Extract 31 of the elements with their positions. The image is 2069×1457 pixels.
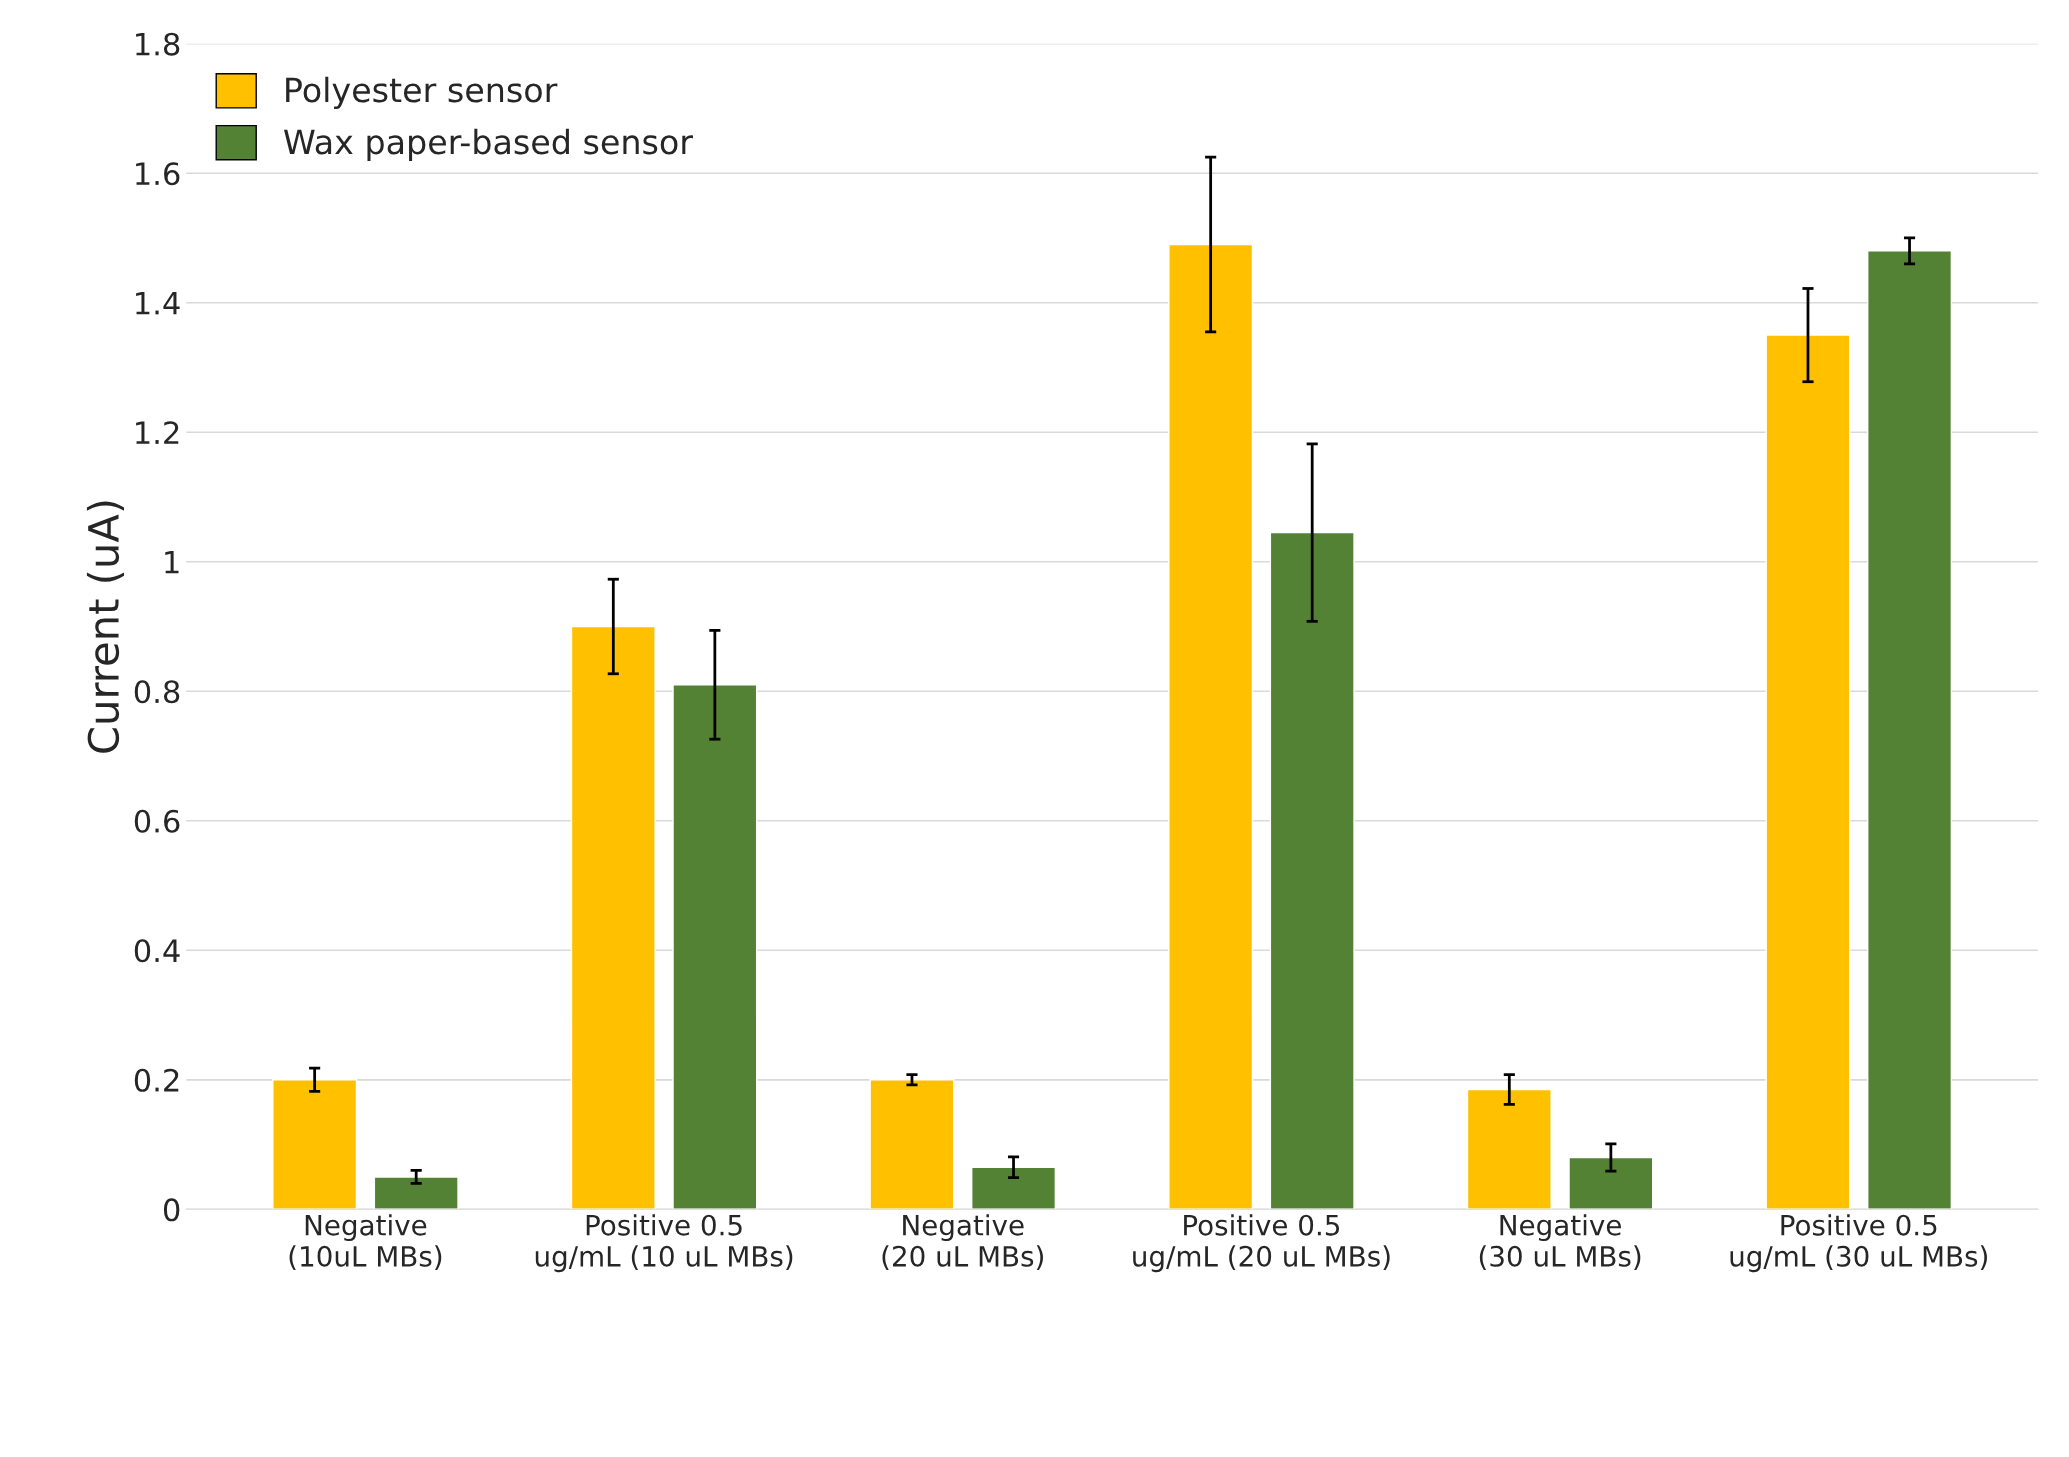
y-tick-label: 1.4: [136, 292, 180, 315]
y-tick-label: 1: [165, 551, 179, 574]
x-tick-label: Positive 0.5 ug/mL (10 uL MBs): [535, 1214, 793, 1273]
x-tick-label: Negative (20 uL MBs): [882, 1214, 1043, 1271]
bar: [971, 1166, 1057, 1210]
bar: [373, 1176, 459, 1210]
bar: [672, 684, 758, 1210]
bar: [1168, 243, 1254, 1210]
y-tick-label: 0.6: [134, 809, 180, 833]
bar: [1269, 531, 1355, 1210]
y-tick-label: 1.8: [136, 32, 180, 56]
y-tick-label: 0.4: [134, 939, 180, 963]
x-tick-label: Negative (10uL MBs): [289, 1214, 442, 1271]
bar: [869, 1079, 955, 1210]
y-tick-label: 0.2: [134, 1068, 179, 1092]
bar: [1568, 1156, 1654, 1210]
bar: [1867, 250, 1953, 1210]
bar: [570, 625, 656, 1210]
y-tick-label: 0: [163, 1198, 180, 1222]
x-tick-label: Positive 0.5 ug/mL (30 uL MBs): [1730, 1214, 1987, 1273]
bar: [272, 1079, 358, 1210]
legend-label: Wax paper-based sensor: [283, 128, 693, 161]
x-tick-label: Negative (30 uL MBs): [1479, 1214, 1641, 1271]
y-axis-title: Current (uA): [86, 501, 125, 753]
legend-label: Polyester sensor: [286, 76, 558, 109]
x-tick-label: Positive 0.5 ug/mL (20 uL MBs): [1133, 1214, 1390, 1273]
y-tick-label: 1.2: [136, 421, 179, 444]
y-tick-label: 0.8: [134, 680, 180, 704]
y-tick-label: 1.6: [136, 162, 180, 186]
bar: [1765, 334, 1851, 1210]
bar: [1466, 1088, 1552, 1210]
